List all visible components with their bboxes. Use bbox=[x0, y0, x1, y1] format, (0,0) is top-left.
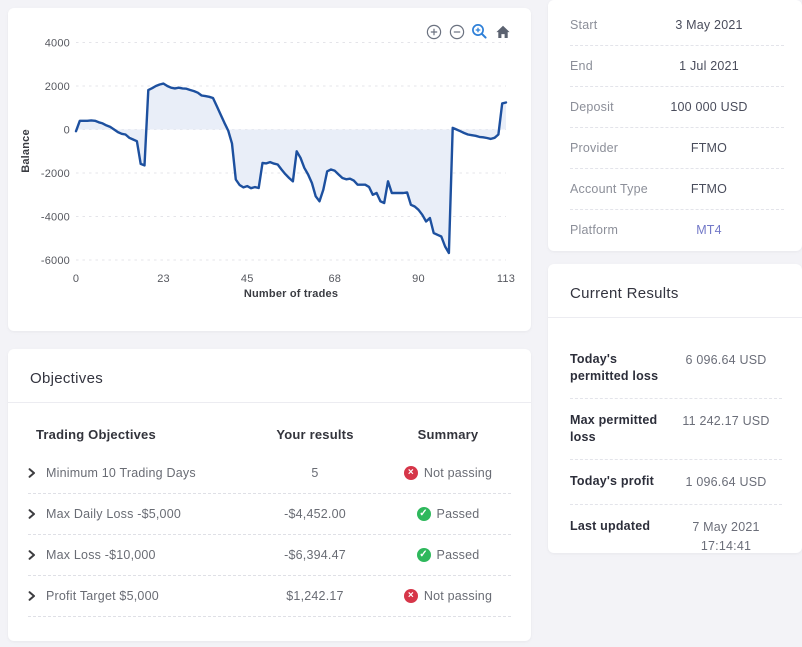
y-tick-label: 2000 bbox=[45, 81, 70, 93]
y-tick-label: 4000 bbox=[45, 37, 70, 49]
status-pass-icon: ✓ bbox=[416, 548, 431, 562]
chevron-right-icon bbox=[28, 509, 36, 519]
detail-label: End bbox=[570, 59, 593, 73]
status-fail-icon: × bbox=[403, 589, 418, 603]
detail-label: Account Type bbox=[570, 182, 648, 196]
account-details-card: Start 3 May 2021 End 1 Jul 2021 Deposit … bbox=[548, 0, 802, 251]
current-results-card: Current Results Today's permitted loss 6… bbox=[548, 264, 802, 553]
x-tick-label: 113 bbox=[497, 273, 515, 285]
result-row-max-permitted-loss: Max permitted loss 11 242.17 USD bbox=[570, 399, 782, 460]
balance-area-fill bbox=[76, 83, 506, 253]
status-fail-icon: × bbox=[403, 466, 418, 480]
y-tick-label: -4000 bbox=[41, 211, 70, 223]
zoom-out-icon[interactable] bbox=[448, 23, 465, 40]
detail-row-provider: Provider FTMO bbox=[570, 128, 784, 169]
detail-row-platform: Platform MT4 bbox=[570, 210, 784, 250]
objective-result: -$4,452.00 bbox=[284, 507, 346, 521]
column-trading-objectives: Trading Objectives bbox=[36, 426, 156, 442]
column-your-results: Your results bbox=[276, 426, 354, 442]
result-label: Last updated bbox=[570, 519, 651, 534]
chevron-right-icon bbox=[28, 468, 36, 478]
objectives-header: Objectives bbox=[8, 349, 531, 403]
y-tick-label: 0 bbox=[64, 124, 70, 136]
x-tick-label: 45 bbox=[241, 273, 254, 285]
x-tick-label: 23 bbox=[157, 273, 170, 285]
objective-result: 5 bbox=[311, 466, 319, 480]
status-text: Not passing bbox=[423, 589, 493, 603]
objectives-card: Objectives Trading Objectives Your resul… bbox=[8, 349, 531, 641]
column-summary: Summary bbox=[417, 426, 479, 442]
detail-value: 3 May 2021 bbox=[675, 18, 743, 32]
detail-value-platform: MT4 bbox=[696, 223, 722, 237]
objective-row-max-loss[interactable]: Max Loss -$10,000 -$6,394.47 ✓ Passed bbox=[28, 535, 511, 576]
result-row-last-updated: Last updated 7 May 2021 17:14:41 bbox=[570, 505, 782, 569]
objective-row-profit-target[interactable]: Profit Target $5,000 $1,242.17 × Not pas… bbox=[28, 576, 511, 617]
y-tick-label: -2000 bbox=[41, 168, 70, 180]
detail-row-deposit: Deposit 100 000 USD bbox=[570, 87, 784, 128]
objectives-table: Trading Objectives Your results Summary … bbox=[8, 403, 531, 617]
balance-chart-card: 4000 2000 0 -2000 -4000 -6000 0 23 45 68 90 113 Bala… bbox=[8, 8, 531, 331]
selection-zoom-icon[interactable] bbox=[471, 23, 488, 40]
objective-row-min-trading-days[interactable]: Minimum 10 Trading Days 5 × Not passing bbox=[28, 453, 511, 494]
result-value: 6 096.64 USD bbox=[685, 353, 767, 367]
objective-result: $1,242.17 bbox=[286, 589, 344, 603]
result-value-date: 7 May 2021 bbox=[692, 520, 760, 535]
result-label: Max permitted loss bbox=[570, 412, 658, 444]
balance-line bbox=[74, 82, 508, 255]
result-row-todays-permitted-loss: Today's permitted loss 6 096.64 USD bbox=[570, 338, 782, 399]
status-text: Passed bbox=[436, 507, 480, 521]
chart-toolbar bbox=[425, 23, 511, 40]
y-axis-title: Balance bbox=[20, 129, 32, 173]
detail-value: 1 Jul 2021 bbox=[679, 59, 739, 73]
detail-label: Start bbox=[570, 18, 598, 32]
detail-label: Provider bbox=[570, 141, 619, 155]
detail-value: FTMO bbox=[690, 182, 728, 196]
objective-label: Profit Target $5,000 bbox=[46, 589, 159, 603]
home-reset-icon[interactable] bbox=[494, 23, 511, 40]
detail-value: 100 000 USD bbox=[670, 100, 748, 114]
result-label: Today's profit bbox=[570, 473, 655, 488]
x-axis-title: Number of trades bbox=[244, 288, 338, 300]
detail-row-end: End 1 Jul 2021 bbox=[570, 46, 784, 87]
x-tick-label: 0 bbox=[73, 273, 79, 285]
x-tick-label: 68 bbox=[328, 273, 341, 285]
detail-label: Platform bbox=[570, 223, 619, 237]
zoom-in-icon[interactable] bbox=[425, 23, 442, 40]
chevron-right-icon bbox=[28, 550, 36, 560]
result-value: 11 242.17 USD bbox=[682, 413, 770, 428]
objectives-title: Objectives bbox=[30, 370, 104, 387]
objective-result: -$6,394.47 bbox=[284, 548, 346, 562]
detail-label: Deposit bbox=[570, 100, 614, 114]
result-value: 1 096.64 USD bbox=[685, 474, 767, 489]
result-value-time: 17:14:41 bbox=[700, 539, 752, 553]
detail-row-account-type: Account Type FTMO bbox=[570, 169, 784, 210]
status-text: Not passing bbox=[423, 466, 493, 480]
objective-label: Minimum 10 Trading Days bbox=[46, 466, 196, 480]
objective-label: Max Loss -$10,000 bbox=[46, 548, 156, 562]
y-tick-label: -6000 bbox=[41, 255, 70, 267]
status-pass-icon: ✓ bbox=[416, 507, 431, 521]
objective-label: Max Daily Loss -$5,000 bbox=[46, 507, 182, 521]
current-results-title: Current Results bbox=[570, 285, 679, 302]
result-label: Today's permitted loss bbox=[570, 352, 659, 383]
objectives-table-header: Trading Objectives Your results Summary bbox=[28, 415, 511, 453]
detail-row-start: Start 3 May 2021 bbox=[570, 5, 784, 46]
detail-value: FTMO bbox=[690, 141, 728, 155]
x-tick-label: 90 bbox=[412, 273, 425, 285]
objective-row-max-daily-loss[interactable]: Max Daily Loss -$5,000 -$4,452.00 ✓ Pass… bbox=[28, 494, 511, 535]
result-value: 7 May 2021 17:14:41 bbox=[670, 518, 782, 556]
result-row-todays-profit: Today's profit 1 096.64 USD bbox=[570, 460, 782, 506]
status-text: Passed bbox=[436, 548, 480, 562]
chevron-right-icon bbox=[28, 591, 36, 601]
current-results-header: Current Results bbox=[548, 264, 802, 318]
